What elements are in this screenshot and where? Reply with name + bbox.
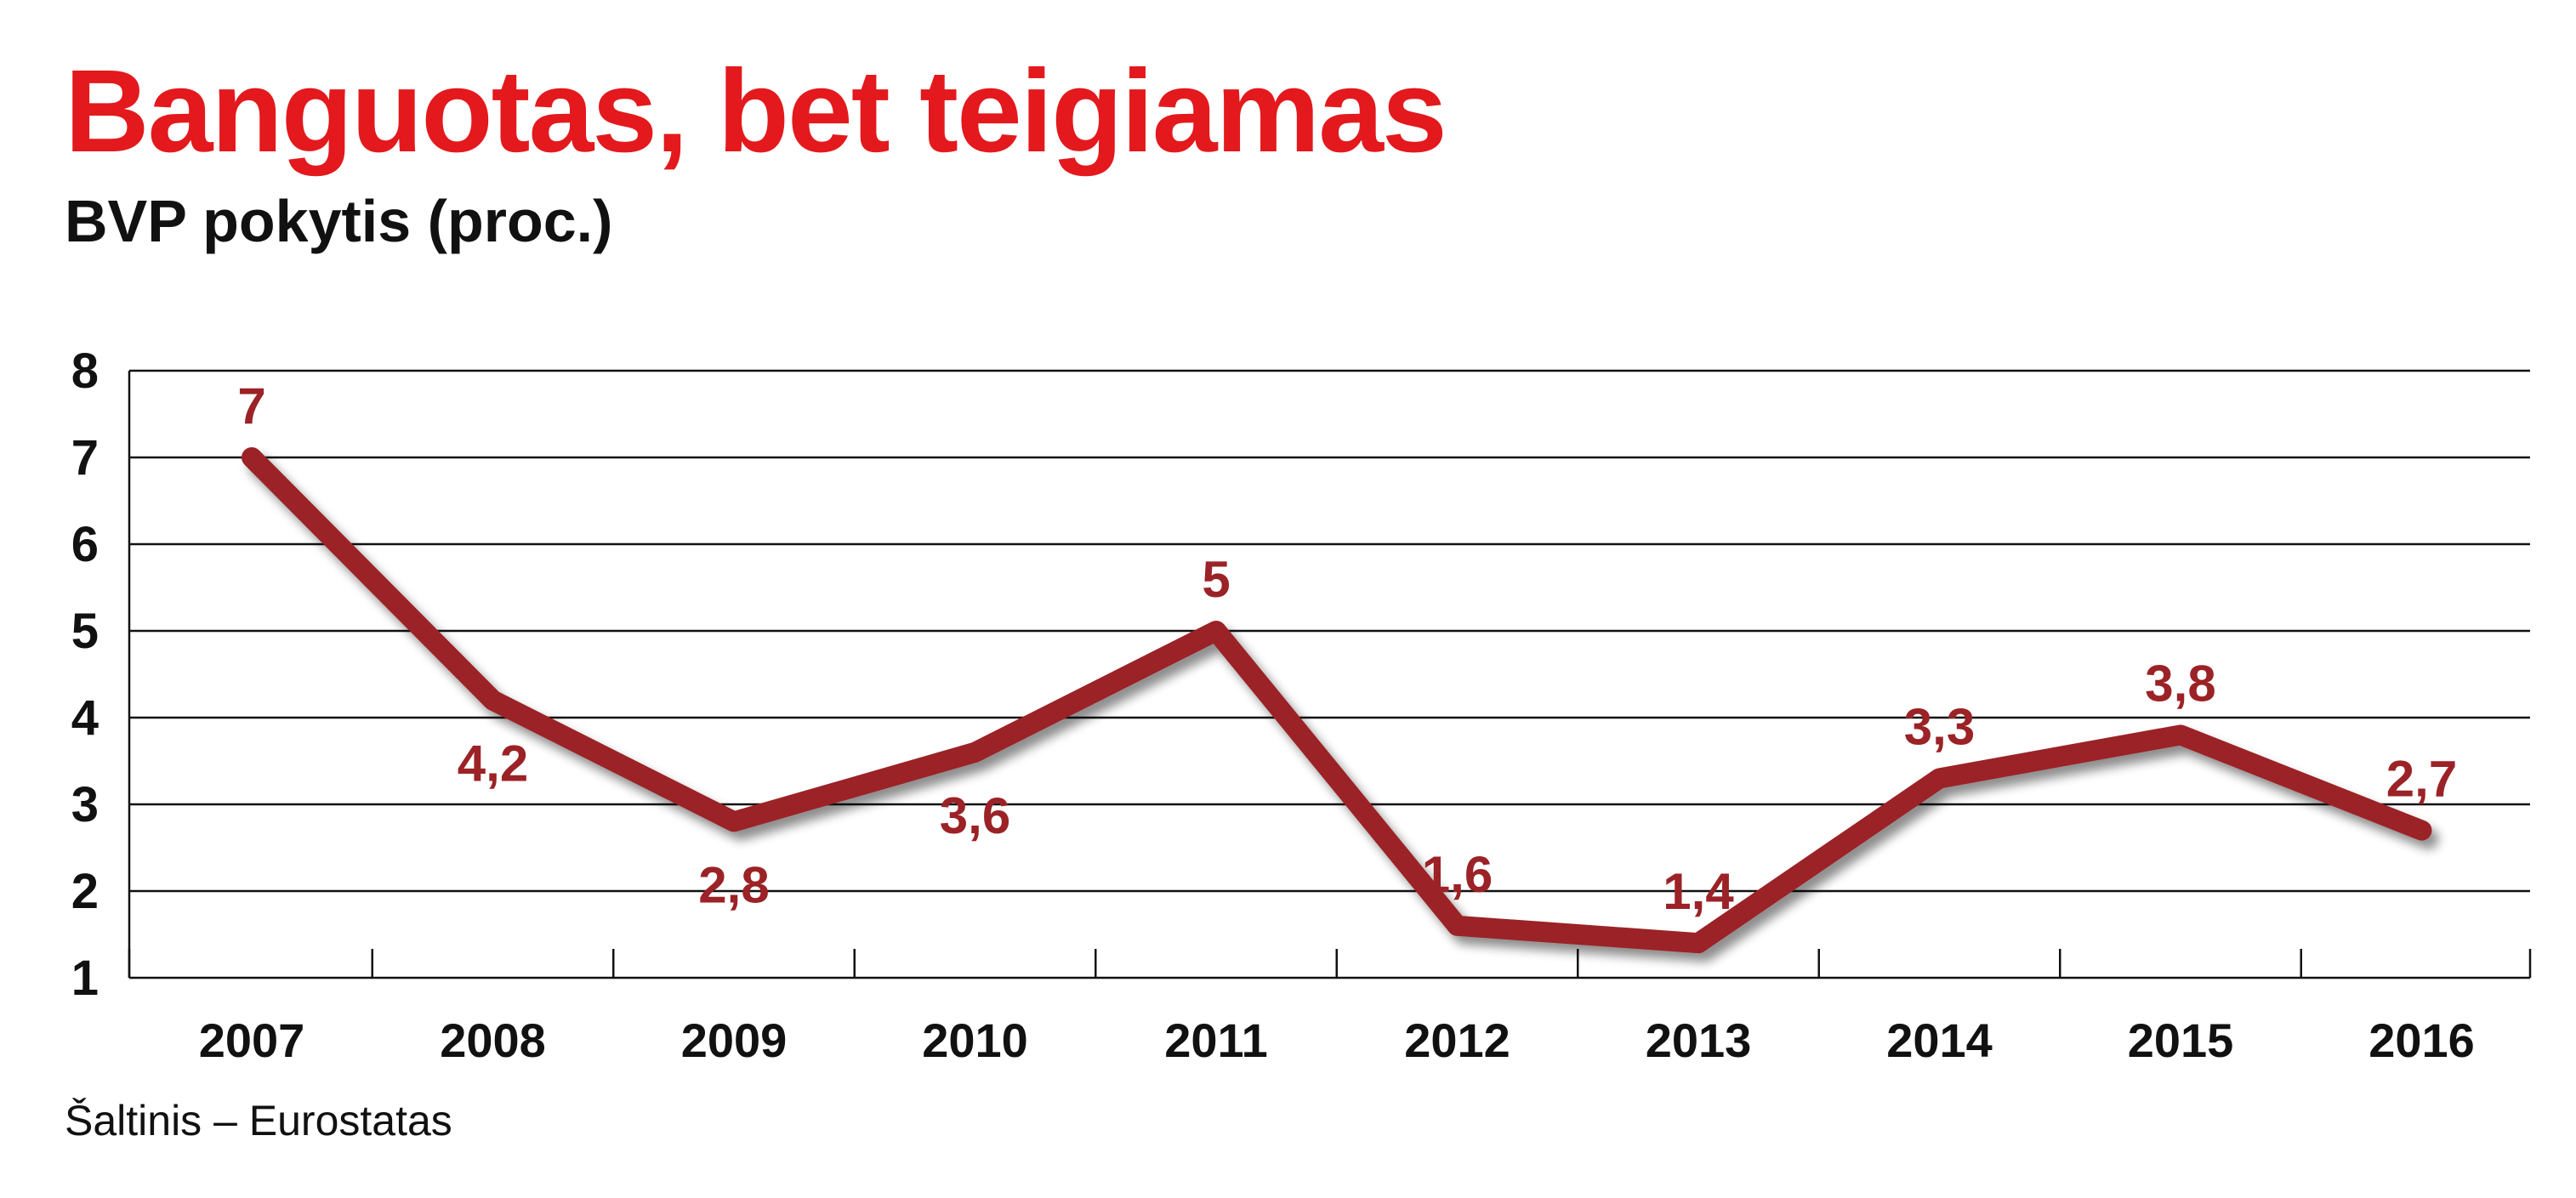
x-tick-label: 2015 <box>2128 1013 2234 1067</box>
series-gdp-change <box>242 447 2432 954</box>
x-axis <box>128 371 2532 979</box>
x-tick-label: 2010 <box>922 1013 1028 1067</box>
x-tick-label: 2014 <box>1886 1013 1993 1067</box>
data-label: 4,2 <box>458 735 528 792</box>
data-labels: 7 4,2 2,8 3,6 5 1,6 1,4 3,3 3,8 2,7 <box>237 378 2457 920</box>
y-tick-label: 3 <box>71 777 99 832</box>
y-axis-ticks: 1 2 3 4 5 6 7 8 <box>71 344 99 1006</box>
y-tick-label: 8 <box>71 344 99 399</box>
data-label: 3,3 <box>1904 698 1975 755</box>
x-axis-ticks: 2007 2008 2009 2010 2011 2012 2013 2014 2015 2016 <box>199 1013 2475 1067</box>
y-tick-label: 5 <box>71 604 99 659</box>
x-tick-label: 2012 <box>1404 1013 1510 1067</box>
source-note: Šaltinis – Eurostatas <box>65 1097 452 1144</box>
data-label: 2,8 <box>698 856 769 913</box>
data-label: 2,7 <box>2386 751 2457 808</box>
chart-subtitle: BVP pokytis (proc.) <box>65 188 613 254</box>
x-tick-label: 2008 <box>440 1013 546 1067</box>
x-tick-label: 2007 <box>199 1013 305 1067</box>
data-label: 3,8 <box>2145 655 2215 712</box>
x-tick-label: 2009 <box>681 1013 788 1067</box>
y-tick-label: 7 <box>71 430 99 485</box>
x-tick-label: 2013 <box>1646 1013 1752 1067</box>
y-tick-label: 2 <box>71 864 99 919</box>
data-label: 5 <box>1202 551 1230 608</box>
y-tick-label: 6 <box>71 517 99 572</box>
series-line <box>242 447 2432 954</box>
data-label: 3,6 <box>940 787 1010 844</box>
x-tick-label: 2011 <box>1164 1013 1268 1067</box>
data-label: 1,4 <box>1663 863 1734 920</box>
data-label: 7 <box>237 378 265 434</box>
chart-title: Banguotas, bet teigiamas <box>65 46 1447 177</box>
data-label: 1,6 <box>1422 846 1493 903</box>
y-tick-label: 1 <box>71 951 99 1006</box>
x-tick-label: 2016 <box>2368 1013 2475 1067</box>
y-tick-label: 4 <box>71 690 99 746</box>
gridlines <box>129 369 2530 893</box>
